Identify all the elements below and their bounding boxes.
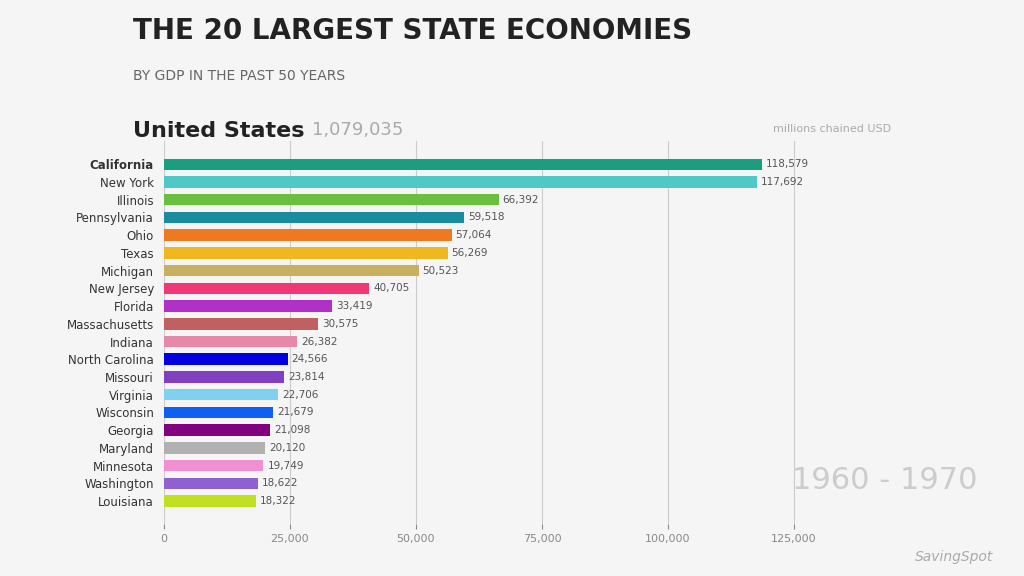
Text: 18,622: 18,622: [262, 478, 298, 488]
Bar: [164, 247, 447, 259]
Bar: [164, 318, 318, 329]
Bar: [164, 158, 762, 170]
Bar: [164, 460, 263, 471]
Text: 33,419: 33,419: [336, 301, 373, 311]
Bar: [164, 371, 284, 382]
Bar: [164, 354, 288, 365]
Text: 21,098: 21,098: [274, 425, 310, 435]
Text: 57,064: 57,064: [456, 230, 492, 240]
Text: 40,705: 40,705: [373, 283, 410, 293]
Bar: [164, 176, 757, 188]
Text: 20,120: 20,120: [269, 443, 305, 453]
Text: 50,523: 50,523: [423, 266, 459, 276]
Text: United States: United States: [133, 121, 304, 141]
Text: 56,269: 56,269: [452, 248, 488, 258]
Bar: [164, 442, 265, 453]
Bar: [164, 229, 452, 241]
Text: 21,679: 21,679: [278, 407, 313, 418]
Text: 22,706: 22,706: [283, 389, 318, 400]
Bar: [164, 425, 270, 436]
Text: 118,579: 118,579: [766, 160, 809, 169]
Bar: [164, 407, 273, 418]
Text: 23,814: 23,814: [288, 372, 325, 382]
Text: SavingSpot: SavingSpot: [914, 551, 993, 564]
Bar: [164, 478, 258, 489]
Bar: [164, 194, 499, 206]
Text: millions chained USD: millions chained USD: [773, 124, 891, 134]
Text: 59,518: 59,518: [468, 213, 505, 222]
Text: 26,382: 26,382: [301, 336, 337, 347]
Bar: [164, 336, 297, 347]
Bar: [164, 495, 256, 507]
Text: 24,566: 24,566: [292, 354, 329, 364]
Text: 1960 - 1970: 1960 - 1970: [793, 467, 978, 495]
Text: 66,392: 66,392: [503, 195, 539, 204]
Text: 1,079,035: 1,079,035: [312, 121, 403, 139]
Text: BY GDP IN THE PAST 50 YEARS: BY GDP IN THE PAST 50 YEARS: [133, 69, 345, 83]
Text: THE 20 LARGEST STATE ECONOMIES: THE 20 LARGEST STATE ECONOMIES: [133, 17, 692, 46]
Bar: [164, 300, 333, 312]
Bar: [164, 212, 464, 223]
Text: 18,322: 18,322: [260, 496, 297, 506]
Bar: [164, 283, 369, 294]
Bar: [164, 265, 419, 276]
Text: 19,749: 19,749: [267, 461, 304, 471]
Bar: [164, 389, 279, 400]
Text: 117,692: 117,692: [761, 177, 804, 187]
Text: 30,575: 30,575: [322, 319, 358, 329]
